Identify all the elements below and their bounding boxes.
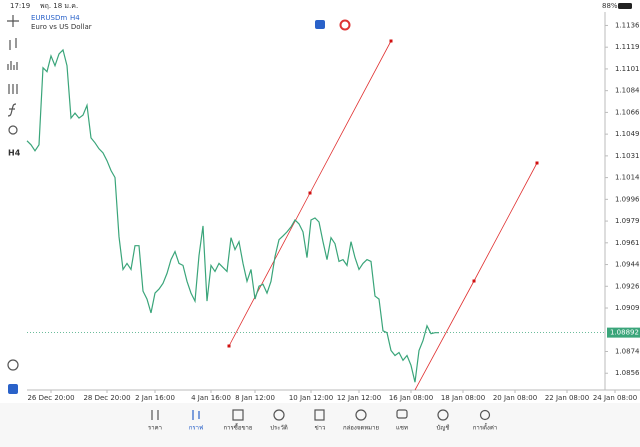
trend-handle[interactable] <box>535 161 539 165</box>
nav-icon[interactable] <box>396 409 408 419</box>
status-battery: 88% <box>602 2 618 10</box>
price-line <box>26 48 439 383</box>
battery-icon <box>618 3 632 9</box>
status-time: 17:19 <box>10 2 30 10</box>
y-tick-label: 1.11365 <box>615 21 640 29</box>
nav-icon[interactable] <box>273 409 285 421</box>
x-tick-label: 28 Dec 20:00 <box>83 394 130 402</box>
trend-handle[interactable] <box>472 279 476 283</box>
nav-label[interactable]: ราคา <box>148 425 162 432</box>
volume-tool[interactable] <box>7 61 18 70</box>
x-tick-label: 12 Jan 12:00 <box>337 394 381 402</box>
nav-icon[interactable] <box>232 409 244 421</box>
x-tick-label: 4 Jan 16:00 <box>191 394 231 402</box>
trend-handle[interactable] <box>389 39 393 43</box>
current-price-box <box>607 327 640 338</box>
trend-handle[interactable] <box>308 191 312 195</box>
nav-icon[interactable] <box>437 409 449 421</box>
nav-icon[interactable] <box>355 409 367 421</box>
x-tick-label: 2 Jan 16:00 <box>135 394 175 402</box>
x-tick-label: 20 Jan 08:00 <box>493 394 537 402</box>
status-date: พฤ. 18 ม.ค. <box>40 2 78 10</box>
nav-icon[interactable] <box>314 409 325 421</box>
function-tool[interactable] <box>7 103 17 117</box>
sell-icon[interactable] <box>339 19 351 31</box>
nav-label[interactable]: ข่าว <box>315 425 326 432</box>
search-tool[interactable] <box>7 359 19 371</box>
trend-line[interactable] <box>414 162 538 391</box>
objects-tool[interactable] <box>8 125 18 135</box>
y-tick-label: 1.0909 <box>615 304 640 312</box>
trend-handle[interactable] <box>227 344 231 348</box>
y-tick-label: 1.1014 <box>615 174 640 182</box>
nav-label[interactable]: ประวัติ <box>270 425 288 432</box>
indicator-tool[interactable] <box>8 84 18 94</box>
description: Euro vs US Dollar <box>31 23 92 31</box>
nav-label[interactable]: การซื้อขาย <box>224 422 253 432</box>
nav-label[interactable]: การตั้งค่า <box>473 422 497 432</box>
x-tick-label: 16 Jan 08:00 <box>389 394 433 402</box>
trade-tool[interactable] <box>8 384 18 394</box>
nav-label[interactable]: กราฟ <box>189 425 203 432</box>
nav-label[interactable]: แชท <box>396 425 408 432</box>
nav-icons <box>151 409 491 421</box>
x-tick-label: 10 Jan 12:00 <box>289 394 333 402</box>
x-tick-label: 18 Jan 08:00 <box>441 394 485 402</box>
nav-icon[interactable] <box>479 409 491 421</box>
left-toolbar: H4 <box>7 15 21 394</box>
y-tick-label: 1.0874 <box>615 347 640 355</box>
x-tick-label: 22 Jan 08:00 <box>545 394 589 402</box>
y-tick-label: 1.09265 <box>615 282 640 290</box>
current-price-label: 1.08892 <box>610 329 639 337</box>
y-tick-label: 1.09615 <box>615 239 640 247</box>
x-tick-label: 8 Jan 12:00 <box>235 394 275 402</box>
y-tick-label: 1.11015 <box>615 65 640 73</box>
y-tick-label: 1.1119 <box>615 43 640 51</box>
nav-label[interactable]: บัญชี <box>437 424 450 432</box>
y-tick-label: 1.08565 <box>615 369 640 377</box>
crosshair-tool[interactable] <box>7 15 19 27</box>
y-tick-label: 1.1084 <box>615 87 640 95</box>
y-tick-label: 1.10665 <box>615 108 640 116</box>
y-tick-label: 1.0944 <box>615 261 640 269</box>
timeframe: H4 <box>70 14 80 22</box>
y-tick-label: 1.10315 <box>615 152 640 160</box>
timeframe-tool[interactable]: H4 <box>8 149 21 158</box>
y-tick-label: 1.0979 <box>615 217 640 225</box>
symbol: EURUSDm <box>31 14 67 22</box>
buy-icon[interactable] <box>315 20 325 29</box>
trend-lines <box>227 39 539 391</box>
chart-type-tool[interactable] <box>9 38 17 50</box>
nav-label[interactable]: กล่องจดหมาย <box>343 425 379 432</box>
x-tick-label: 24 Jan 08:00 <box>593 394 637 402</box>
x-tick-label: 26 Dec 20:00 <box>27 394 74 402</box>
y-tick-label: 1.1049 <box>615 130 640 138</box>
nav-icon[interactable] <box>192 410 200 420</box>
nav-icon[interactable] <box>151 410 159 420</box>
y-tick-label: 1.09965 <box>615 195 640 203</box>
